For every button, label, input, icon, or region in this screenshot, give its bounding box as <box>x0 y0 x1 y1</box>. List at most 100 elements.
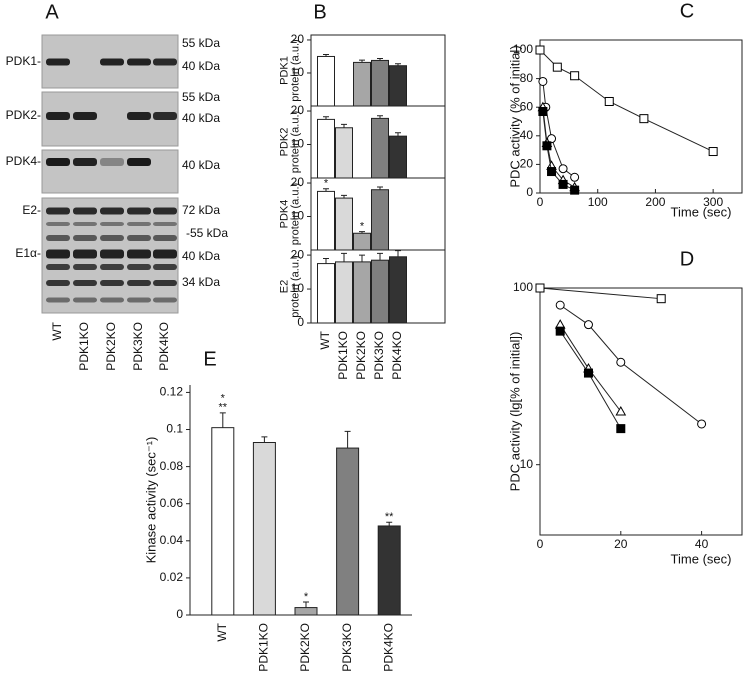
blot-band <box>127 112 151 120</box>
error-bar <box>359 231 365 234</box>
blot-band <box>46 58 70 66</box>
x-tick-label: PDK4KO <box>390 331 404 380</box>
y-tick-label: 100 <box>513 280 533 294</box>
error-bar <box>395 63 401 66</box>
panel-label: E <box>203 348 216 370</box>
y-axis-label: protein (a.u.) <box>289 183 301 245</box>
bar <box>389 65 407 107</box>
y-axis-label: protein (a.u.) <box>289 255 301 317</box>
error-bar <box>377 115 383 119</box>
marker <box>555 326 565 336</box>
error-bar <box>323 116 329 120</box>
blot-band <box>127 235 151 241</box>
blot-band <box>100 235 124 241</box>
x-axis-label: Time (sec) <box>671 204 732 219</box>
bar <box>371 59 389 107</box>
y-tick-label: 10 <box>520 457 534 471</box>
marker <box>656 294 666 304</box>
marker <box>604 96 614 106</box>
y-tick-label: 0 <box>176 607 183 621</box>
bar <box>294 607 318 616</box>
panel-label: C <box>680 0 694 22</box>
bar <box>377 525 401 616</box>
blot-band <box>153 297 177 303</box>
blot-band <box>46 222 70 226</box>
blot-band <box>46 264 70 270</box>
blot-band <box>73 235 97 241</box>
marker <box>552 62 562 72</box>
y-tick-label: 10 <box>291 137 305 151</box>
series-line <box>539 49 714 152</box>
y-tick-label: 60 <box>520 99 534 113</box>
y-tick-label: 0 <box>297 315 304 329</box>
x-tick-label: 20 <box>614 537 628 551</box>
x-tick-label: PDK1KO <box>336 331 350 380</box>
error-bar <box>386 521 393 526</box>
significance-mark: ** <box>219 402 228 414</box>
marker <box>570 71 580 81</box>
bar <box>353 232 371 251</box>
blot-band <box>100 280 124 286</box>
y-tick-label: 0.02 <box>160 570 184 584</box>
bar <box>371 259 389 324</box>
marker <box>583 320 593 330</box>
error-bar <box>303 601 309 608</box>
x-tick-label: PDK4KO <box>381 623 395 672</box>
y-tick-label: 20 <box>291 103 305 117</box>
marker <box>697 419 707 429</box>
y-axis-label: protein (a.u.) <box>289 39 301 101</box>
bar <box>389 256 407 324</box>
blot-band <box>46 158 70 166</box>
blot-marker: -55 kDa <box>186 226 228 240</box>
x-tick-label: WT <box>215 622 229 641</box>
blot-band <box>153 264 177 270</box>
series-line <box>559 330 622 429</box>
error-bar <box>395 250 401 257</box>
x-tick-label: 100 <box>588 195 608 209</box>
marker <box>555 300 565 310</box>
blot-band <box>73 264 97 270</box>
blot-band <box>153 112 177 120</box>
series-line <box>559 304 702 425</box>
significance-mark: * <box>360 220 365 232</box>
y-tick-label: 0.12 <box>160 385 184 399</box>
blot-row-label: PDK1- <box>6 54 41 68</box>
blot-band <box>153 58 177 66</box>
bar <box>389 135 407 179</box>
y-axis-label: Kinase activity (sec⁻¹) <box>143 437 158 564</box>
marker <box>538 106 548 116</box>
y-axis-label: PDK1 <box>278 56 290 85</box>
bar <box>252 442 276 616</box>
blot-band <box>127 249 151 259</box>
plot-frame <box>539 287 743 536</box>
y-tick-label: 0.08 <box>160 459 184 473</box>
blot-band <box>73 297 97 303</box>
error-bar <box>377 57 383 61</box>
y-tick-label: 20 <box>291 32 305 46</box>
y-tick-label: 80 <box>520 71 534 85</box>
blot-marker: 40 kDa <box>182 59 220 73</box>
y-tick-label: 40 <box>520 128 534 142</box>
bar <box>317 118 335 179</box>
blot-band <box>73 222 97 226</box>
blot-band <box>153 235 177 241</box>
marker <box>538 76 548 86</box>
error-bar <box>323 53 329 57</box>
bar <box>335 127 353 179</box>
error-bar <box>341 252 347 262</box>
blot-band <box>127 158 151 166</box>
error-bar <box>395 132 401 137</box>
error-bar <box>219 412 226 428</box>
bar <box>335 197 353 251</box>
marker <box>570 185 580 195</box>
series-line <box>539 287 662 300</box>
blot-band <box>73 112 97 120</box>
marker <box>558 179 568 189</box>
blot-band <box>127 58 151 66</box>
lane-label: WT <box>50 321 64 340</box>
blot-band <box>46 280 70 286</box>
lane-label: PDK1KO <box>77 322 91 371</box>
x-tick-label: PDK3KO <box>340 623 354 672</box>
x-tick-label: 0 <box>537 537 544 551</box>
marker <box>616 357 626 367</box>
